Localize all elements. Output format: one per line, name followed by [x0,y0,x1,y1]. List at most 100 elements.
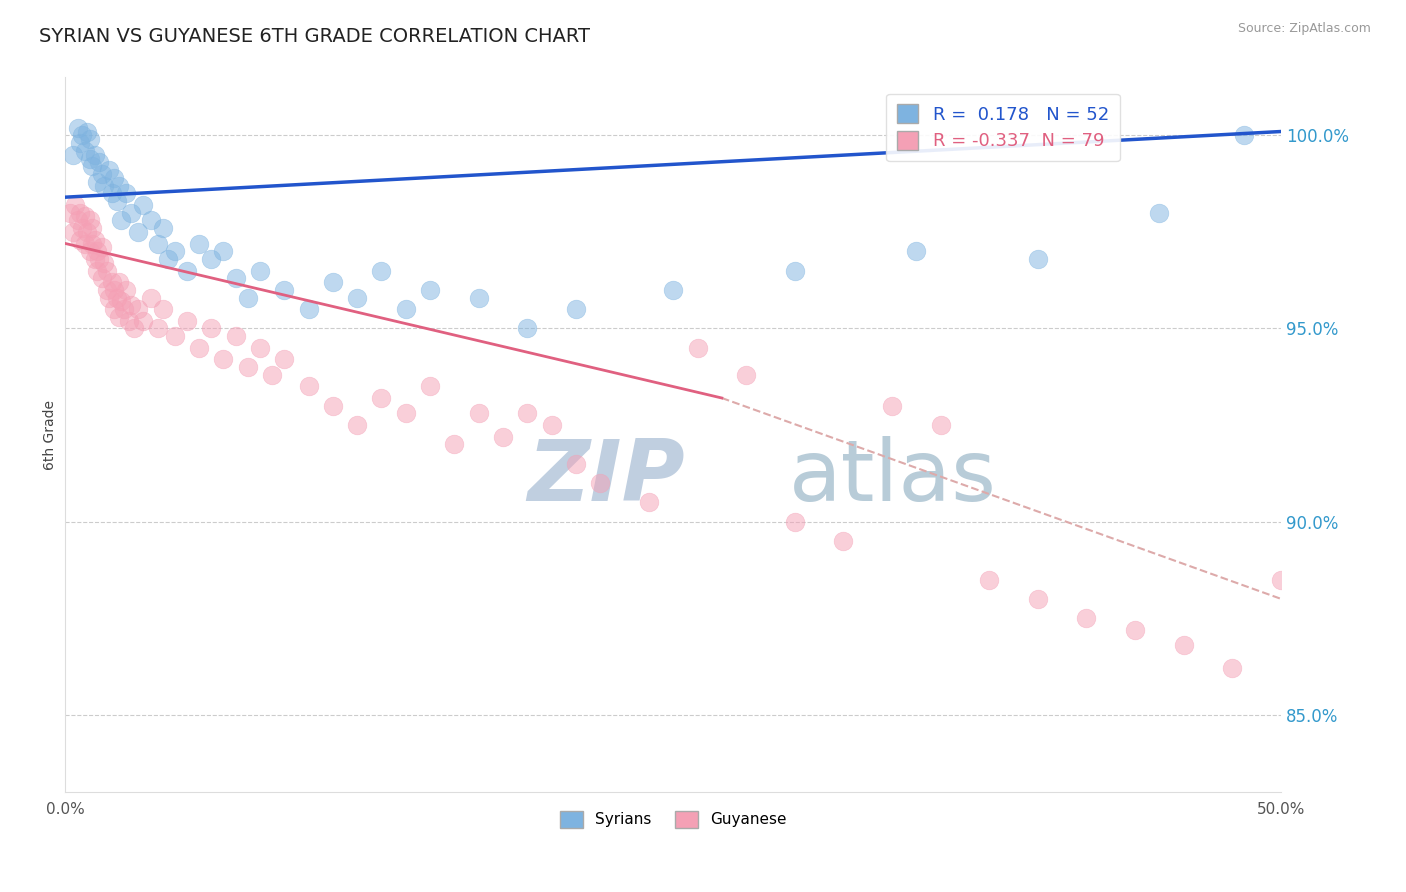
Point [1149,205,1171,219]
Point [115,283,138,297]
Point [979,573,1001,587]
Point [1173,638,1195,652]
Point [103,170,125,185]
Point [66,120,89,135]
Point [492,429,515,443]
Point [589,475,612,490]
Point [146,236,169,251]
Point [86,175,108,189]
Point [1076,611,1098,625]
Point [100,275,122,289]
Point [152,221,174,235]
Point [249,263,271,277]
Point [79,244,101,259]
Point [93,178,115,193]
Point [96,263,118,277]
Point [103,302,125,317]
Point [467,291,489,305]
Point [638,495,661,509]
Point [1123,623,1146,637]
Point [122,321,145,335]
Point [93,256,115,270]
Point [516,407,538,421]
Text: ZIP: ZIP [527,436,685,519]
Point [212,244,235,259]
Point [395,407,418,421]
Point [96,283,118,297]
Point [297,302,319,317]
Point [1026,252,1049,266]
Point [146,321,169,335]
Point [783,263,806,277]
Point [132,198,155,212]
Point [73,144,96,158]
Point [120,205,142,219]
Point [236,360,259,375]
Point [419,379,441,393]
Point [832,533,855,548]
Point [176,314,198,328]
Point [79,152,101,166]
Point [783,515,806,529]
Point [1270,573,1292,587]
Point [419,283,441,297]
Point [346,418,368,433]
Point [108,275,131,289]
Point [200,252,222,266]
Point [273,352,295,367]
Point [132,314,155,328]
Point [98,163,121,178]
Point [90,271,112,285]
Point [929,418,952,433]
Point [115,186,138,201]
Point [79,213,101,227]
Point [686,341,709,355]
Point [225,329,247,343]
Point [83,233,105,247]
Point [108,310,131,324]
Point [86,244,108,259]
Text: SYRIAN VS GUYANESE 6TH GRADE CORRELATION CHART: SYRIAN VS GUYANESE 6TH GRADE CORRELATION… [39,27,591,45]
Point [62,147,84,161]
Point [176,263,198,277]
Point [69,136,91,150]
Point [118,314,141,328]
Point [86,263,108,277]
Point [76,225,98,239]
Point [212,352,235,367]
Point [139,213,162,227]
Point [100,186,122,201]
Point [127,302,149,317]
Point [905,244,928,259]
Point [565,457,588,471]
Point [735,368,758,382]
Point [370,263,392,277]
Point [103,283,125,297]
Legend: Syrians, Guyanese: Syrians, Guyanese [554,805,793,834]
Point [72,221,94,235]
Point [69,233,91,247]
Point [322,399,344,413]
Point [105,194,128,208]
Point [110,294,132,309]
Point [565,302,588,317]
Point [108,178,131,193]
Text: atlas: atlas [789,436,997,519]
Point [69,205,91,219]
Point [262,368,284,382]
Point [105,291,128,305]
Point [163,329,186,343]
Point [112,302,135,317]
Point [90,240,112,254]
Point [83,252,105,266]
Point [62,225,84,239]
Point [200,321,222,335]
Point [880,399,903,413]
Point [273,283,295,297]
Point [66,213,89,227]
Point [662,283,685,297]
Point [59,205,82,219]
Point [127,225,149,239]
Point [82,221,104,235]
Point [188,236,211,251]
